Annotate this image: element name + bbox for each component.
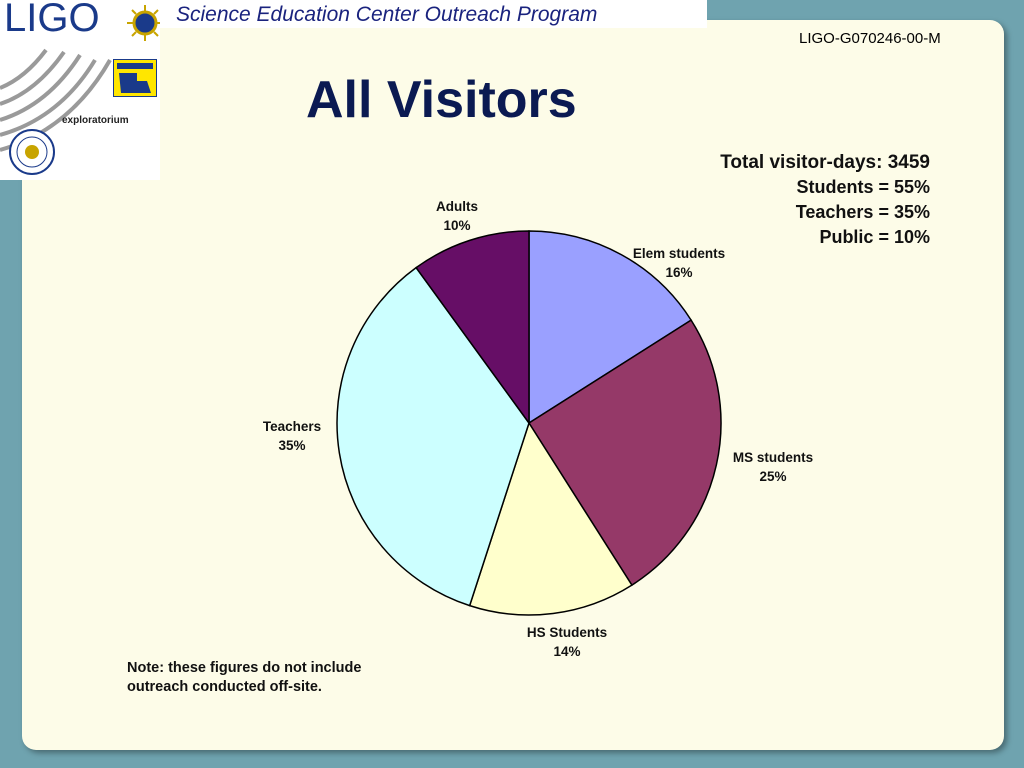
visitor-summary: Total visitor-days: 3459 Students = 55% … bbox=[720, 150, 930, 250]
footnote: Note: these figures do not include outre… bbox=[127, 659, 361, 697]
slice-percent-label: 16% bbox=[665, 265, 692, 280]
summary-students: Students = 55% bbox=[796, 177, 930, 197]
exploratorium-logo-icon: exploratorium bbox=[62, 115, 129, 126]
logo-column: LIGO exploratorium bbox=[0, 0, 163, 180]
slice-name-label: MS students bbox=[733, 450, 813, 465]
nsf-logo-icon bbox=[127, 5, 163, 41]
louisiana-logo-icon bbox=[113, 59, 157, 97]
pie-slice-hs-students bbox=[468, 421, 633, 616]
svg-text:exploratorium: exploratorium bbox=[62, 115, 129, 126]
pie-slice-ms-students bbox=[527, 319, 722, 587]
university-seal-icon bbox=[9, 129, 55, 175]
slice-percent-label: 14% bbox=[553, 644, 580, 659]
summary-public: Public = 10% bbox=[819, 227, 930, 247]
summary-total: Total visitor-days: 3459 bbox=[720, 152, 930, 173]
program-title: Science Education Center Outreach Progra… bbox=[176, 3, 598, 26]
document-id: LIGO-G070246-00-M bbox=[799, 30, 941, 47]
summary-teachers: Teachers = 35% bbox=[795, 202, 930, 222]
footnote-line-1: Note: these figures do not include bbox=[127, 660, 362, 676]
slice-percent-label: 10% bbox=[443, 218, 470, 233]
header-bar bbox=[160, 0, 707, 28]
slice-name-label: Adults bbox=[436, 199, 478, 214]
ligo-swirl-icon bbox=[0, 48, 112, 152]
slice-name-label: HS Students bbox=[527, 625, 607, 640]
pie-slice-elem-students bbox=[528, 230, 693, 425]
pie-slice-teachers bbox=[336, 266, 530, 607]
slice-percent-label: 25% bbox=[759, 469, 786, 484]
footnote-line-2: outreach conducted off-site. bbox=[127, 679, 322, 695]
pie-slice-adults bbox=[415, 230, 530, 426]
slice-name-label: Elem students bbox=[633, 246, 725, 261]
slide-title: All Visitors bbox=[306, 71, 577, 129]
slice-percent-label: 35% bbox=[278, 438, 305, 453]
slice-name-label: Teachers bbox=[263, 419, 321, 434]
ligo-logo: LIGO bbox=[4, 0, 100, 40]
